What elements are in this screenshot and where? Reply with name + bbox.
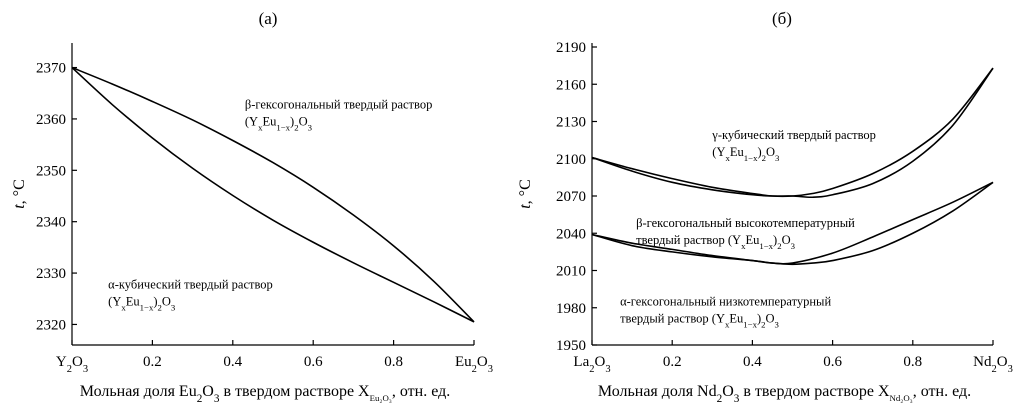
y-tick-label: 2070 [556,189,586,205]
region-label-gamma: γ-кубический твердый раствор [711,128,876,142]
region-label-beta: β-гексогональный высокотемпературный [636,216,855,230]
y-tick-label: 2350 [36,163,66,179]
x-tick-label: La2O3 [573,354,610,375]
region-formula-gamma: (YxEu1−x)2O3 [712,145,780,163]
region-formula-alpha: (YxEu1−x)2O3 [108,294,176,312]
x-axis-label: Мольная доля Nd2O3 в твердом растворе XN… [598,383,971,405]
x-tick-label: Y2O3 [56,354,88,375]
region-formula-alpha: твердый раствор (YxEu1−x)2O3 [620,311,779,329]
y-tick-label: 2010 [556,264,586,280]
panel-label: (а) [259,9,278,28]
y-tick-label: 1950 [556,338,586,354]
y-tick-label: 2330 [36,266,66,282]
y-tick-label: 2130 [556,115,586,131]
x-tick-label: 0.2 [663,354,682,370]
x-tick-label: Nd2O3 [973,354,1013,375]
x-tick-label: 0.8 [903,354,922,370]
region-label-alpha: α-кубический твердый раствор [108,277,273,291]
x-tick-label: 0.4 [223,354,242,370]
region-formula-beta: (YxEu1−x)2O3 [245,115,313,133]
phase-boundary-line-2 [71,66,475,323]
x-tick-label: 0.2 [143,354,162,370]
chart-panel-b: (б) 1950 1980 2010 2040 2070 2100 2130 2160 2190 L… [517,9,1013,405]
y-tick-label: 2370 [36,61,66,77]
y-tick-label: 2160 [556,77,586,93]
y-tick-label: 2360 [36,112,66,128]
region-label-alpha: α-гексогональный низкотемпературный [620,294,831,308]
panel-label: (б) [772,9,792,28]
chart-panel-a: (а) 2320 2330 2340 2350 2360 2370 Y2O3 0.2 0.4 0.6… [11,9,493,405]
x-axis-label: Мольная доля Eu2O3 в твердом растворе XE… [80,383,451,405]
y-tick-label: 2100 [556,152,586,168]
x-tick-label: Eu2O3 [455,354,493,375]
y-axis-label: t, °C [11,179,28,209]
x-tick-label: 0.4 [743,354,762,370]
y-tick-label: 2040 [556,226,586,242]
x-tick-label: 0.6 [823,354,842,370]
y-tick-label: 2190 [556,40,586,56]
y-tick-label: 2320 [36,317,66,333]
x-tick-label: 0.8 [384,354,403,370]
phase-boundary-line-2 [591,67,994,199]
phase-boundary-line-1 [71,66,475,323]
phase-boundary-line-4 [591,181,994,266]
region-formula-beta: твердый раствор (YxEu1−x)2O3 [636,233,795,251]
x-tick-label: 0.6 [304,354,323,370]
y-tick-label: 1980 [556,301,586,317]
y-tick-label: 2340 [36,215,66,231]
region-label-beta: β-гексогональный твердый раствор [245,98,432,112]
y-axis-label: t, °C [517,179,534,209]
